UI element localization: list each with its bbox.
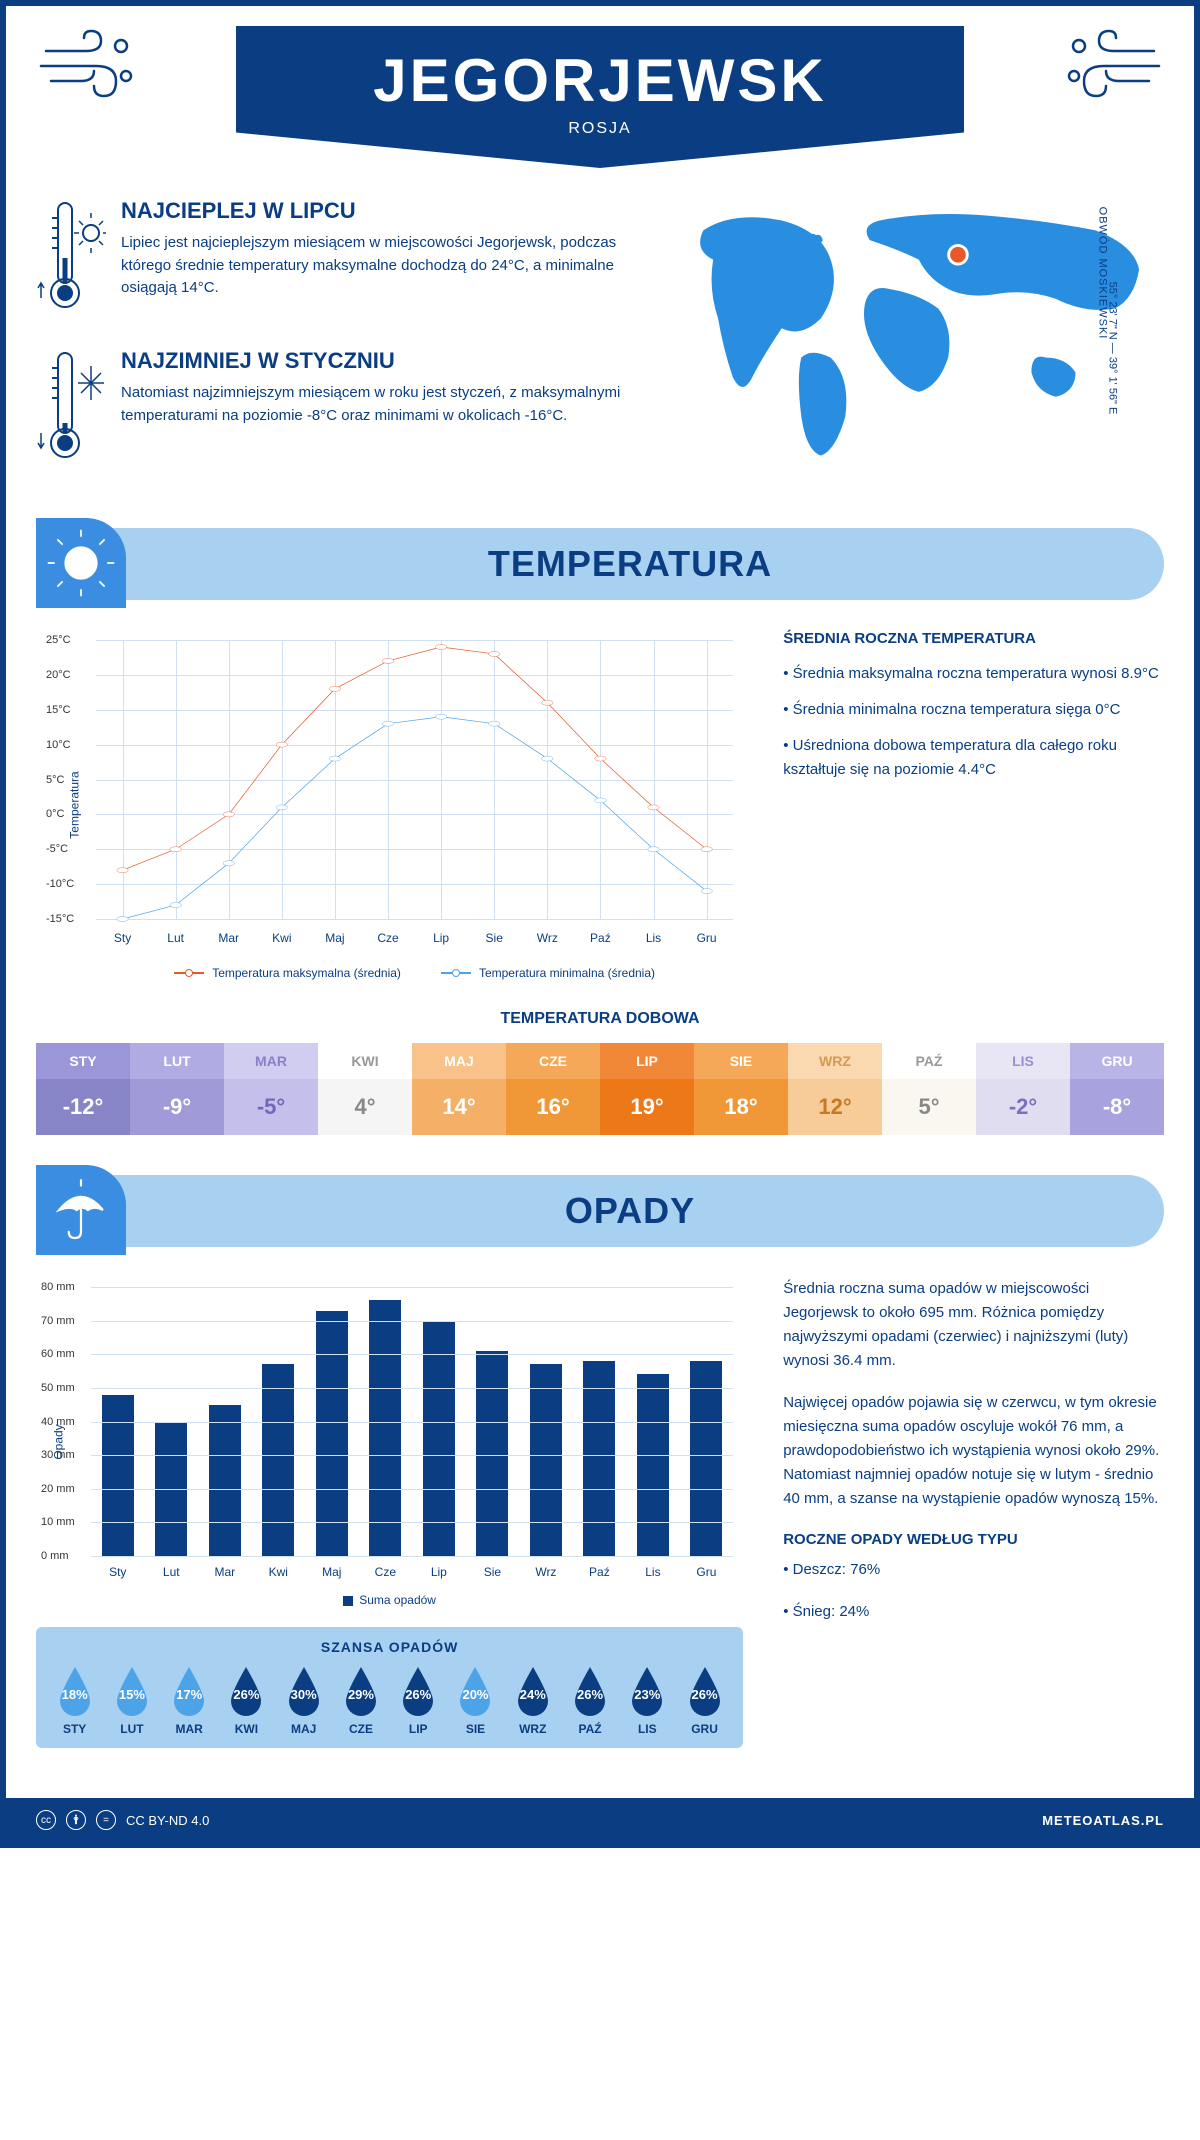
cc-by-icon: 🛉 [66, 1810, 86, 1830]
precip-text: Najwięcej opadów pojawia się w czerwcu, … [783, 1391, 1164, 1511]
city-title: JEGORJEWSK [236, 46, 964, 115]
temperature-section: Temperatura -15°C-10°C-5°C0°C5°C10°C15°C… [36, 630, 1164, 980]
coordinates-label: 55° 23' 7" N — 39° 1' 56" E [1107, 282, 1119, 415]
header-banner: JEGORJEWSK ROSJA [236, 26, 964, 168]
annual-temp-title: ŚREDNIA ROCZNA TEMPERATURA [783, 630, 1164, 647]
annual-temp-bullet: • Średnia maksymalna roczna temperatura … [783, 662, 1164, 686]
intro-section: NAJCIEPLEJ W LIPCU Lipiec jest najcieple… [36, 198, 1164, 498]
precip-rain: • Deszcz: 76% [783, 1558, 1164, 1582]
cc-icon: cc [36, 1810, 56, 1830]
temperature-title: TEMPERATURA [126, 543, 1134, 585]
sun-icon [36, 518, 126, 608]
world-map-block: 55° 23' 7" N — 39° 1' 56" E OBWÓD MOSKIE… [674, 198, 1164, 498]
coldest-block: NAJZIMNIEJ W STYCZNIU Natomiast najzimni… [36, 348, 634, 473]
site-label: METEOATLAS.PL [1042, 1813, 1164, 1828]
license-label: CC BY-ND 4.0 [126, 1813, 209, 1828]
temp-y-label: Temperatura [68, 771, 82, 838]
annual-temp-bullet: • Średnia minimalna roczna temperatura s… [783, 698, 1164, 722]
precip-legend-label: Suma opadów [359, 1593, 436, 1607]
precipitation-bar-chart: Opady 0 mm10 mm20 mm30 mm40 mm50 mm60 mm… [36, 1277, 743, 1607]
footer: cc 🛉 = CC BY-ND 4.0 METEOATLAS.PL [6, 1798, 1194, 1842]
precipitation-title: OPADY [126, 1190, 1134, 1232]
daily-temp-title: TEMPERATURA DOBOWA [36, 1010, 1164, 1028]
precip-type-title: ROCZNE OPADY WEDŁUG TYPU [783, 1531, 1164, 1548]
umbrella-icon [36, 1165, 126, 1255]
temperature-info: ŚREDNIA ROCZNA TEMPERATURA • Średnia mak… [783, 630, 1164, 980]
temperature-line-chart: Temperatura -15°C-10°C-5°C0°C5°C10°C15°C… [36, 630, 743, 980]
precipitation-section: Opady 0 mm10 mm20 mm30 mm40 mm50 mm60 mm… [36, 1277, 1164, 1748]
annual-temp-bullet: • Uśredniona dobowa temperatura dla całe… [783, 734, 1164, 782]
thermometer-hot-icon [36, 198, 106, 323]
precip-snow: • Śnieg: 24% [783, 1600, 1164, 1624]
thermometer-cold-icon [36, 348, 106, 473]
region-label: OBWÓD MOSKIEWSKI [1097, 207, 1109, 340]
chance-title: SZANSA OPADÓW [48, 1639, 731, 1655]
daily-temperature-table: TEMPERATURA DOBOWA STYLUTMARKWIMAJCZELIP… [36, 1010, 1164, 1135]
coldest-title: NAJZIMNIEJ W STYCZNIU [121, 348, 634, 374]
country-label: ROSJA [236, 120, 964, 138]
warmest-block: NAJCIEPLEJ W LIPCU Lipiec jest najcieple… [36, 198, 634, 323]
wind-icon-left [36, 26, 136, 106]
precipitation-chance-box: SZANSA OPADÓW 18%STY15%LUT17%MAR26%KWI30… [36, 1627, 743, 1748]
precip-legend: Suma opadów [36, 1593, 743, 1607]
warmest-text: Lipiec jest najcieplejszym miesiącem w m… [121, 232, 634, 300]
coldest-text: Natomiast najzimniejszym miesiącem w rok… [121, 382, 634, 427]
warmest-title: NAJCIEPLEJ W LIPCU [121, 198, 634, 224]
precipitation-banner: OPADY [36, 1175, 1164, 1247]
cc-nd-icon: = [96, 1810, 116, 1830]
precip-text: Średnia roczna suma opadów w miejscowośc… [783, 1277, 1164, 1373]
wind-icon-right [1064, 26, 1164, 106]
temperature-banner: TEMPERATURA [36, 528, 1164, 600]
header-row: JEGORJEWSK ROSJA [36, 26, 1164, 198]
